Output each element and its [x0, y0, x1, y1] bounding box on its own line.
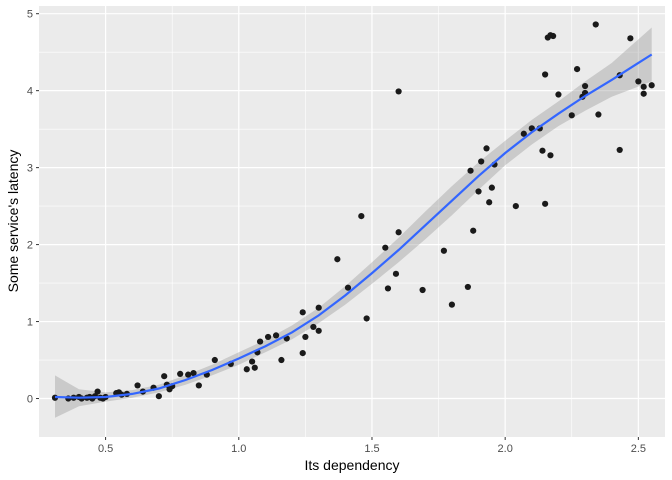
data-point — [475, 188, 482, 195]
x-tick-label: 1.5 — [364, 443, 379, 455]
data-point — [249, 358, 256, 365]
data-point — [302, 333, 309, 341]
data-point — [334, 256, 341, 263]
x-tick-label: 2.0 — [498, 443, 513, 455]
data-point — [627, 35, 634, 42]
data-point — [155, 393, 162, 400]
data-point — [395, 229, 402, 236]
data-point — [483, 145, 490, 152]
data-point — [134, 382, 141, 389]
data-point — [486, 199, 493, 206]
major-grid — [39, 6, 665, 437]
data-point — [555, 91, 562, 98]
data-point — [592, 21, 599, 28]
data-point — [640, 83, 647, 90]
minor-grid — [39, 6, 665, 437]
data-point — [547, 152, 554, 159]
data-point — [616, 146, 623, 154]
x-axis-title: Its dependency — [305, 457, 400, 473]
data-point — [315, 304, 322, 311]
data-point — [272, 332, 280, 339]
y-axis-ticks: 0 1 2 3 4 5 — [27, 9, 39, 406]
data-point — [211, 356, 218, 364]
y-tick-label: 0 — [27, 394, 33, 406]
data-point — [478, 158, 485, 165]
data-point — [542, 200, 549, 207]
data-point — [440, 247, 448, 254]
data-point — [488, 184, 495, 191]
data-point — [640, 90, 647, 97]
x-tick-label: 0.5 — [98, 443, 113, 455]
data-point — [190, 370, 197, 377]
data-point — [384, 285, 392, 292]
data-point — [344, 284, 352, 291]
data-point — [448, 301, 455, 308]
y-tick-label: 4 — [27, 86, 33, 98]
data-point — [470, 227, 477, 234]
data-point — [299, 309, 306, 316]
data-point — [310, 323, 317, 331]
data-point — [542, 71, 549, 78]
data-point — [464, 283, 471, 291]
y-tick-label: 5 — [27, 9, 33, 21]
data-point — [419, 286, 426, 294]
data-point — [161, 373, 168, 380]
y-tick-label: 3 — [27, 163, 33, 175]
data-point — [94, 388, 101, 395]
data-point — [539, 147, 546, 154]
data-point — [315, 327, 322, 334]
y-axis-title: Some service's latency — [5, 150, 21, 293]
data-point — [363, 315, 370, 322]
plot-panel — [39, 6, 665, 437]
data-point — [467, 167, 474, 174]
data-point — [395, 88, 402, 95]
data-point — [256, 338, 264, 345]
data-point — [392, 270, 400, 277]
data-point — [581, 82, 589, 90]
data-point — [573, 66, 581, 73]
data-point — [358, 213, 365, 220]
data-point — [550, 32, 557, 40]
data-point — [648, 82, 655, 89]
y-tick-label: 2 — [27, 240, 33, 252]
data-point — [251, 364, 258, 371]
data-point — [185, 371, 192, 378]
x-tick-label: 1.0 — [231, 443, 246, 455]
data-point — [382, 244, 389, 251]
data-point — [299, 350, 306, 357]
data-point — [195, 382, 202, 389]
data-point — [177, 370, 184, 377]
smooth-line — [54, 53, 653, 399]
y-tick-label: 1 — [27, 317, 33, 329]
data-point — [595, 111, 602, 118]
data-point — [520, 130, 527, 137]
data-point — [568, 112, 575, 119]
data-point — [278, 356, 285, 364]
data-point — [635, 78, 642, 85]
x-axis-ticks: 0.5 1.0 1.5 2.0 2.5 — [98, 437, 646, 455]
data-point — [512, 203, 519, 210]
data-point — [264, 333, 272, 341]
data-point — [243, 366, 250, 373]
x-tick-label: 2.5 — [631, 443, 646, 455]
